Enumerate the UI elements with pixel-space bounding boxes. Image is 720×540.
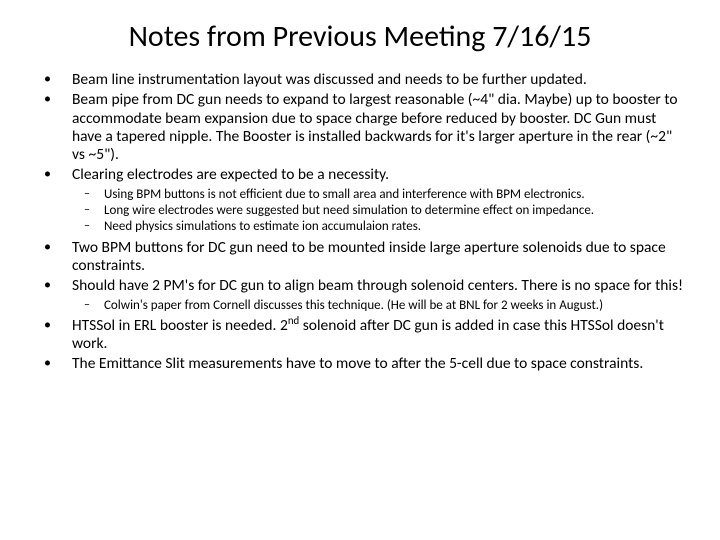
- list-item: Two BPM buttons for DC gun need to be mo…: [32, 239, 688, 276]
- list-item: Should have 2 PM's for DC gun to align b…: [32, 277, 688, 313]
- superscript: nd: [288, 314, 299, 327]
- sub-list-item: Using BPM buttons is not efficient due t…: [72, 187, 688, 202]
- sub-list-item: Colwin's paper from Cornell discusses th…: [72, 298, 688, 313]
- list-item-text-part: HTSSol in ERL booster is needed. 2: [72, 316, 288, 335]
- sub-list: Using BPM buttons is not efficient due t…: [72, 187, 688, 235]
- list-item: Beam pipe from DC gun needs to expand to…: [32, 91, 688, 164]
- list-item: Clearing electrodes are expected to be a…: [32, 166, 688, 234]
- list-item: The Emittance Slit measurements have to …: [32, 355, 688, 373]
- list-item-text: Clearing electrodes are expected to be a…: [72, 165, 389, 184]
- list-item: Beam line instrumentation layout was dis…: [32, 71, 688, 89]
- sub-list: Colwin's paper from Cornell discusses th…: [72, 298, 688, 313]
- slide-title: Notes from Previous Meeting 7/16/15: [32, 18, 688, 55]
- sub-list-item: Need physics simulations to estimate ion…: [72, 219, 688, 234]
- bullet-list: Beam line instrumentation layout was dis…: [32, 71, 688, 374]
- list-item-text: Should have 2 PM's for DC gun to align b…: [72, 276, 683, 295]
- list-item: HTSSol in ERL booster is needed. 2nd sol…: [32, 317, 688, 354]
- sub-list-item: Long wire electrodes were suggested but …: [72, 203, 688, 218]
